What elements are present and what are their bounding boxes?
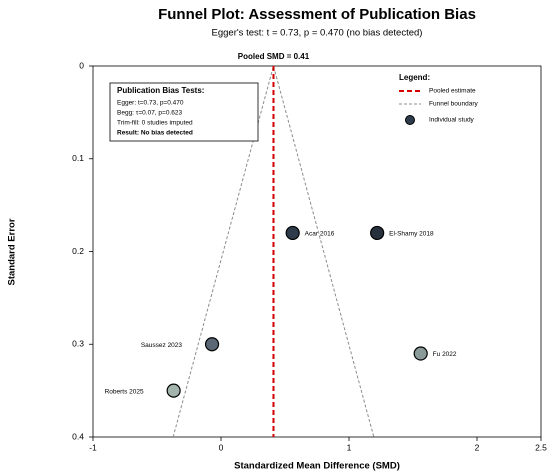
x-tick-label: 2 [475,442,480,452]
chart-subtitle: Egger's test: t = 0.73, p = 0.470 (no bi… [212,28,423,39]
y-tick-label: 0.4 [72,431,84,441]
study-point [166,383,181,398]
x-tick-label: -1 [89,442,97,452]
bias-box-line: Begg: τ=0.07, p=0.623 [117,110,182,117]
y-axis-label: Standard Error [7,218,18,285]
legend-box [393,72,538,132]
legend-label: Pooled estimate [429,88,476,95]
x-tick-label: 0 [219,442,224,452]
point-label: Roberts 2025 [105,388,144,395]
legend-label: Funnel boundary [429,101,479,108]
x-tick-label: 1 [347,442,352,452]
study-point [413,346,428,361]
bias-box-result: Result: No bias detected [117,130,193,137]
legend-label: Individual study [429,117,475,124]
funnel-boundary [172,64,375,438]
bias-box-title: Publication Bias Tests: [117,86,204,95]
study-point [204,337,220,352]
study-point [285,225,300,241]
legend-swatch [405,115,415,125]
y-tick-label: 0.2 [72,246,84,256]
legend-title: Legend: [399,73,430,82]
point-label: Acar 2016 [305,231,335,238]
pooled-label: Pooled SMD = 0.41 [238,52,310,61]
bias-box-line: Trim-fill: 0 studies imputed [117,120,193,127]
point-label: Fu 2022 [433,351,457,358]
x-axis-label: Standardized Mean Difference (SMD) [234,461,400,472]
point-label: Saussez 2023 [141,342,183,349]
study-point [370,225,385,241]
x-tick-label: 2.5 [535,442,547,452]
point-label: El-Shamy 2018 [389,231,434,238]
bias-box [109,82,259,142]
bias-box-line: Egger: t=0.73, p=0.470 [117,100,184,107]
chart-title: Funnel Plot: Assessment of Publication B… [158,6,476,23]
y-tick-label: 0.3 [72,339,84,349]
y-tick-label: 0 [79,60,84,70]
y-tick-label: 0.1 [72,153,84,163]
